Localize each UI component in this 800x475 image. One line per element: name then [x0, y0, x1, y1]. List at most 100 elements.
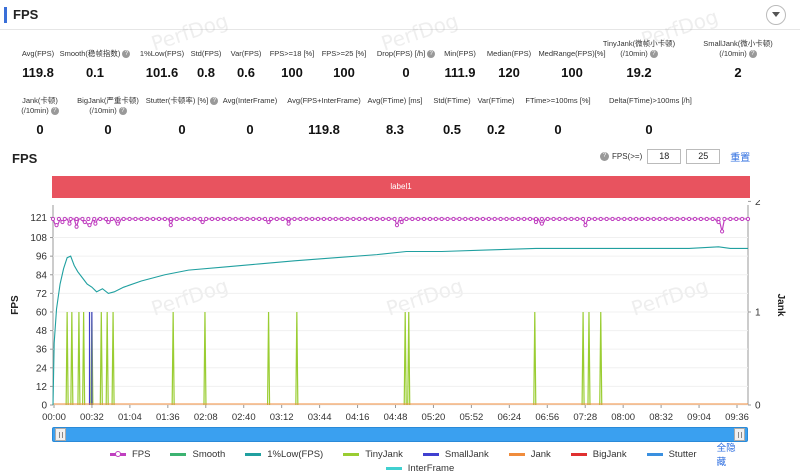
fps-marker	[492, 216, 497, 222]
fps-marker	[639, 216, 645, 222]
stat-value: 119.8	[308, 122, 340, 137]
help-icon[interactable]: ?	[122, 50, 131, 59]
help-icon[interactable]: ?	[748, 50, 757, 59]
y-tick-label: 12	[36, 382, 48, 393]
fps-marker	[539, 221, 544, 226]
legend-label: 1%Low(FPS)	[267, 448, 324, 460]
fps-marker	[427, 216, 433, 222]
tinyjank-spike	[70, 311, 74, 406]
help-icon[interactable]: ?	[649, 50, 658, 59]
legend-item-jank[interactable]: Jank	[508, 449, 551, 460]
fps-marker	[399, 219, 404, 225]
legend-item-bigjank[interactable]: BigJank	[570, 448, 627, 460]
stat-label: BigJank(严重卡顿) (/10min)?	[68, 96, 148, 116]
fps-marker	[545, 216, 550, 222]
stat-label-text: Avg(FTime) [ms]	[367, 96, 423, 105]
legend-label: FPS	[132, 448, 151, 460]
stat-value: 119.8	[22, 65, 54, 80]
stat-value: 101.6	[145, 65, 179, 80]
x-tick-label: 05:52	[459, 412, 483, 423]
stat-label-text: Avg(FPS+InterFrame)	[287, 96, 361, 105]
stat-value: 0.2	[486, 122, 506, 137]
x-tick-label: 08:00	[611, 412, 635, 423]
fps-marker	[351, 216, 356, 222]
stat-label-text: Median(FPS)	[486, 49, 532, 58]
hide-all-button[interactable]: 全隐藏	[716, 443, 736, 468]
slider-handle-right[interactable]	[734, 428, 745, 441]
x-tick-label: 06:24	[497, 412, 521, 423]
fps-marker	[421, 216, 427, 222]
help-icon[interactable]: ?	[427, 50, 436, 59]
fps-marker	[54, 223, 59, 228]
stat-label: SmallJank(微小卡顿) (/10min)?	[698, 39, 778, 59]
y-tick-label: 36	[36, 345, 48, 356]
legend-item-tinyjank[interactable]: TinyJank	[343, 449, 403, 460]
fps-marker	[586, 216, 592, 222]
fps-marker	[333, 216, 338, 222]
fps-marker	[321, 216, 327, 222]
stat-fps-18: FPS>=18 [%] 100	[252, 49, 332, 80]
x-tick-label: 09:36	[725, 412, 749, 423]
fps-threshold-filter: ? FPS(>=) 重置	[600, 148, 750, 164]
slider-handle-left[interactable]	[55, 428, 66, 441]
header-accent-bar	[4, 7, 7, 23]
fps-marker	[692, 216, 698, 222]
fps-marker	[103, 216, 109, 222]
fps-marker	[92, 216, 97, 222]
stat-label-text: Var(FPS)	[230, 49, 262, 58]
fps-threshold-input-2[interactable]	[686, 148, 721, 164]
legend-swatch	[570, 452, 587, 456]
legend-item-smooth[interactable]: Smooth	[170, 449, 225, 460]
fps-marker	[82, 219, 87, 225]
reset-button[interactable]: 重置	[730, 152, 751, 164]
help-icon[interactable]: ?	[210, 97, 219, 106]
stat-value: 0	[554, 122, 562, 137]
fps-marker	[67, 221, 72, 226]
legend-swatch	[646, 452, 663, 456]
stat-label-text: SmallJank(微小卡顿)	[703, 39, 773, 48]
fps-marker	[604, 216, 609, 222]
fps-marker	[580, 216, 586, 222]
fps-marker	[681, 216, 686, 222]
legend-item-stutter[interactable]: Stutter	[646, 449, 697, 460]
stat-label: Avg(FTime) [ms]	[355, 96, 435, 106]
stat-value: 0	[246, 122, 254, 137]
collapse-button[interactable]	[766, 5, 786, 25]
help-icon[interactable]: ?	[50, 107, 59, 116]
label-band[interactable]: label1	[52, 176, 750, 198]
legend-item-fps[interactable]: FPS	[110, 449, 150, 460]
help-icon[interactable]: ?	[600, 151, 609, 161]
fps-marker	[268, 216, 274, 222]
stat-label: Min(FPS)	[420, 49, 500, 59]
stat-label: FPS>=25 [%]	[304, 49, 384, 59]
fps-marker	[262, 216, 268, 222]
legend-item-smalljank[interactable]: SmallJank	[422, 449, 489, 460]
fps-marker	[221, 216, 226, 222]
stat-value: 0.6	[236, 65, 256, 80]
tinyjank-spike	[99, 311, 103, 406]
fps-marker	[127, 216, 132, 222]
legend-item-interframe[interactable]: InterFrame	[385, 463, 454, 474]
fps-threshold-input-1[interactable]	[647, 148, 682, 164]
fps-marker	[734, 216, 739, 222]
stat-bigjank: BigJank(严重卡顿) (/10min)? 0	[68, 96, 148, 137]
stat-smalljank: SmallJank(微小卡顿) (/10min)? 2	[698, 39, 778, 80]
tinyjank-spike	[587, 311, 591, 406]
help-icon[interactable]: ?	[118, 107, 127, 116]
fps-marker	[740, 216, 745, 222]
stat-value: 8.3	[385, 122, 405, 137]
stat-median-fps: Median(FPS) 120	[469, 49, 549, 80]
fps-marker	[575, 216, 580, 222]
stat-label-text: Std(FTime)	[433, 96, 471, 105]
tinyjank-spike	[533, 311, 537, 406]
fps-marker	[266, 219, 271, 225]
legend-label: BigJank	[592, 448, 627, 460]
y-tick-label: 72	[36, 289, 48, 300]
time-range-slider[interactable]	[52, 427, 748, 442]
stat-value: 0	[178, 122, 186, 137]
legend-item-1-low-fps-[interactable]: 1%Low(FPS)	[245, 449, 323, 460]
stat-value: 120	[498, 65, 520, 80]
fps-marker	[522, 216, 527, 222]
fps-marker	[504, 216, 509, 222]
